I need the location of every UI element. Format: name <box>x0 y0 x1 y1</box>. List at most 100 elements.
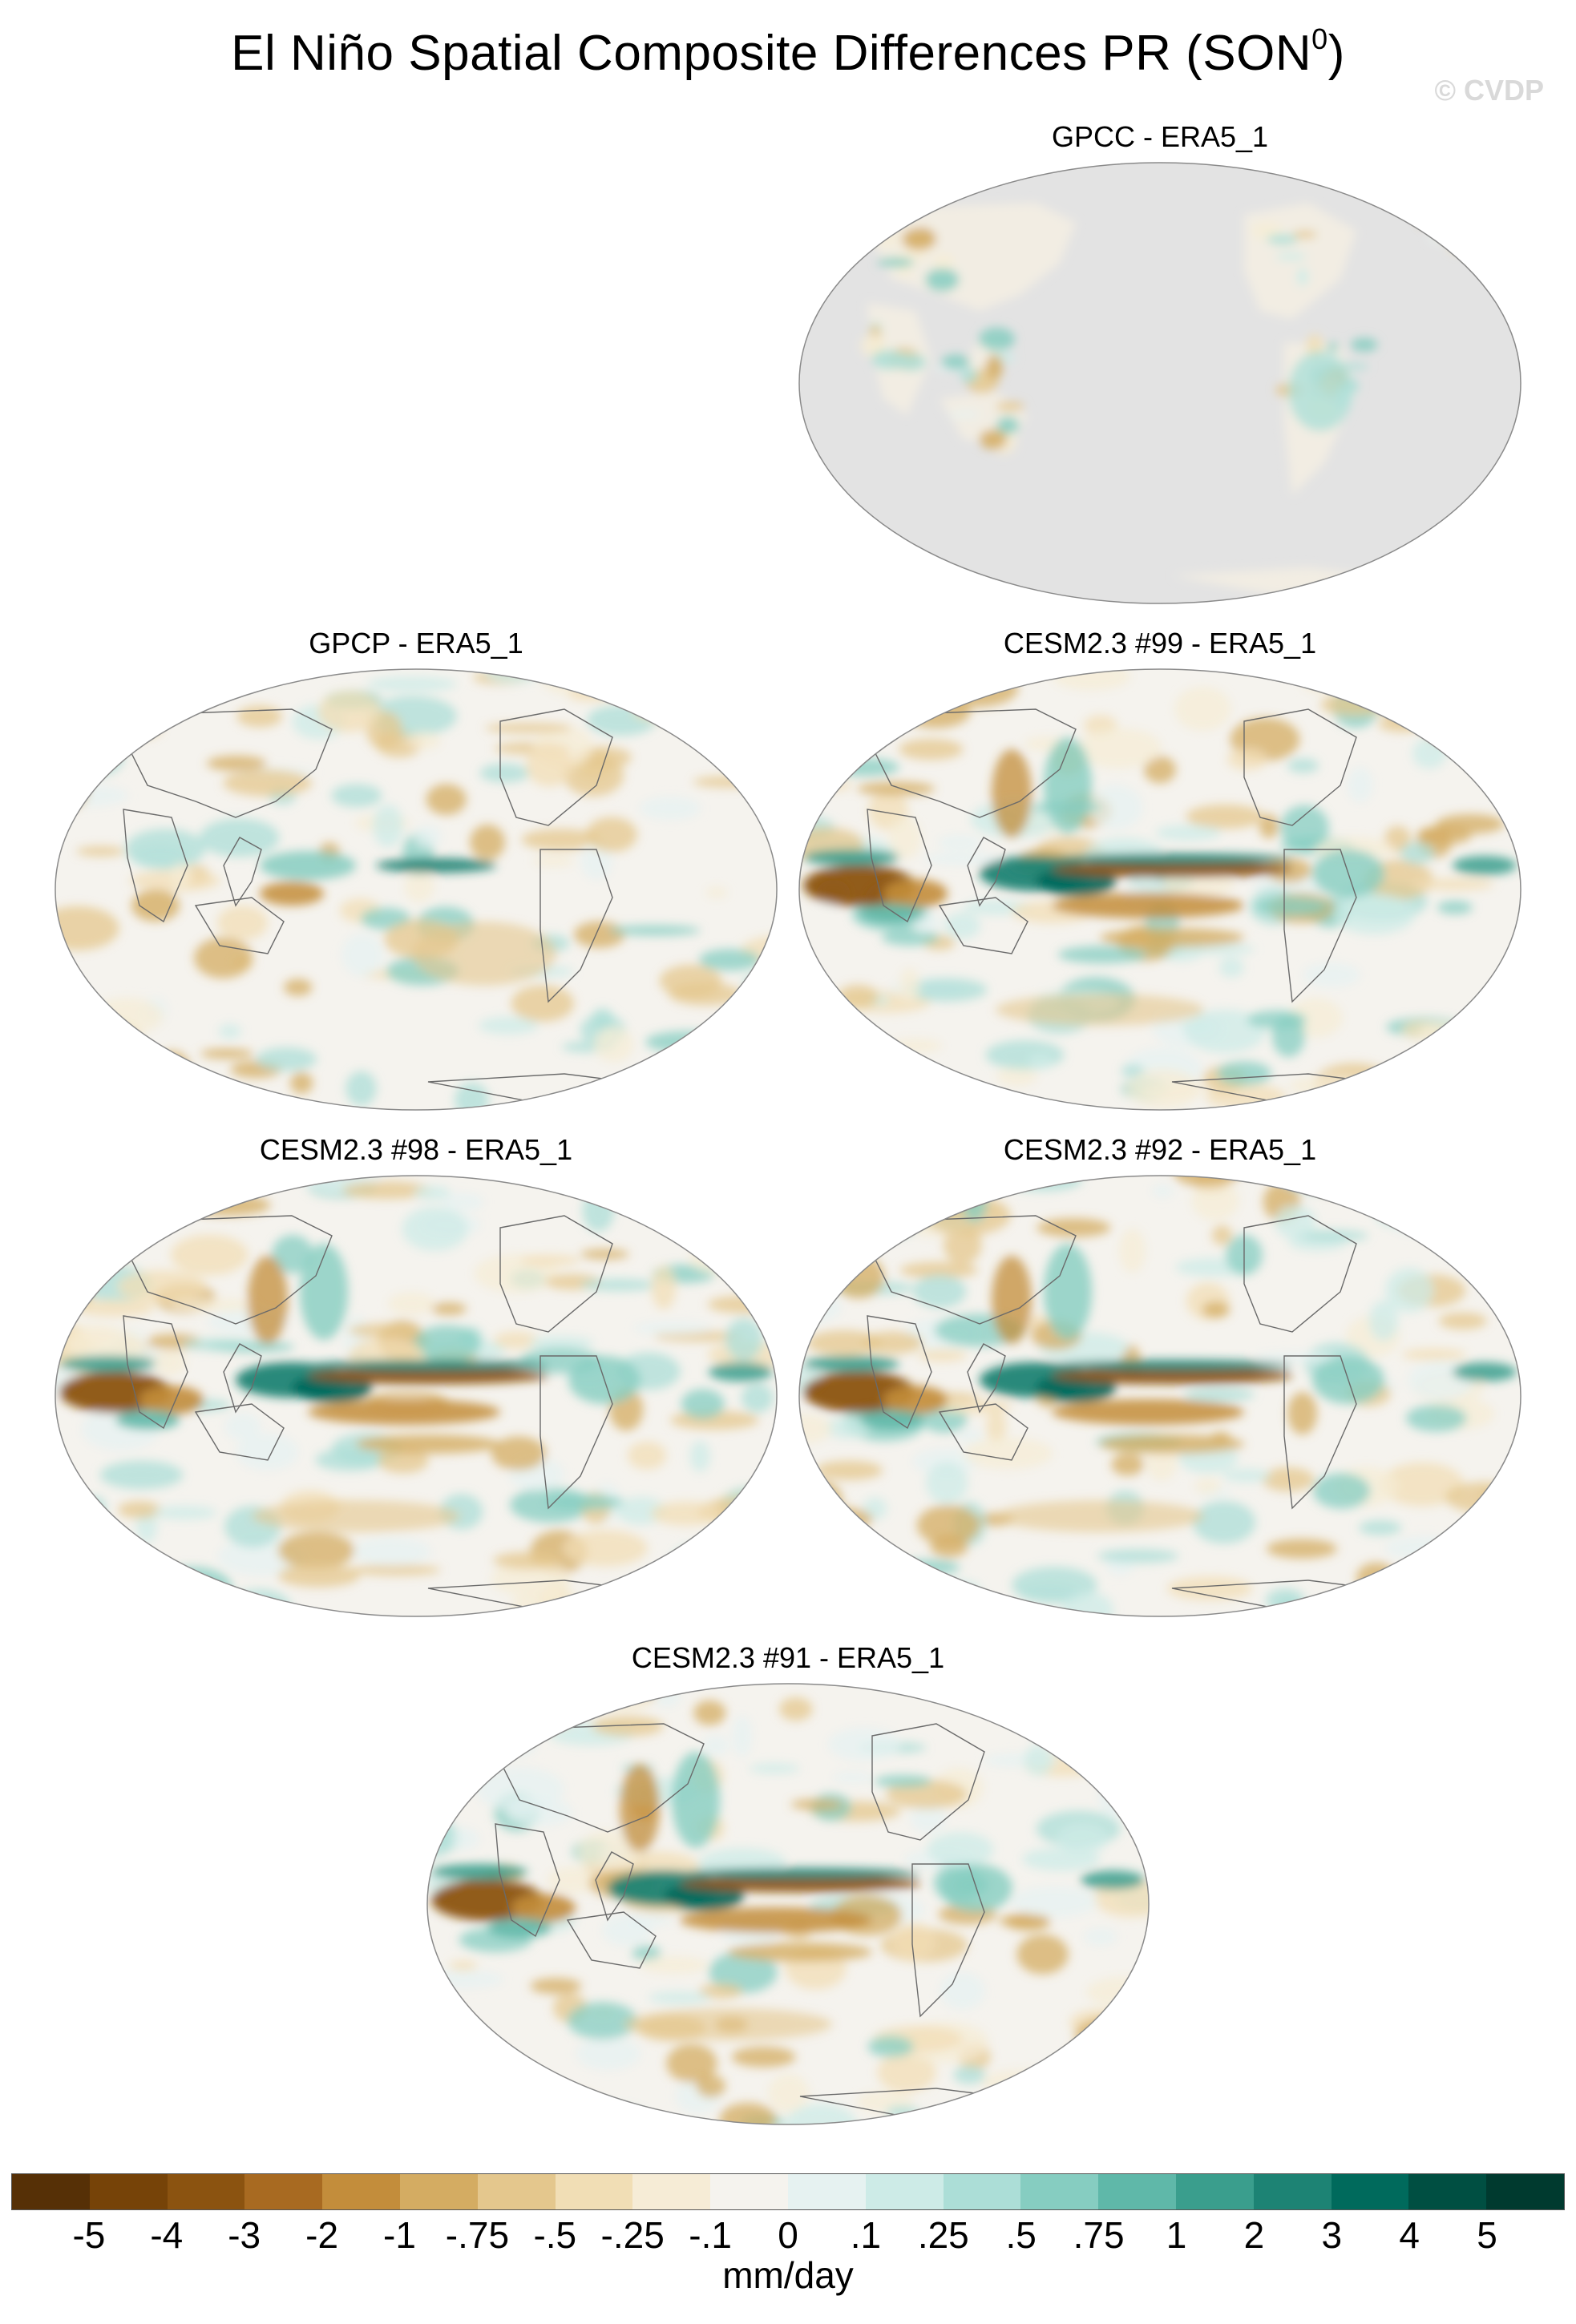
field-patch <box>412 922 556 986</box>
field-patch <box>867 2036 914 2058</box>
field-patch <box>689 1241 762 1275</box>
field-patch <box>1485 1212 1521 1236</box>
field-patch <box>1100 1434 1244 1454</box>
field-patch <box>699 1983 743 1999</box>
field-patch <box>948 669 1029 684</box>
field-patch <box>1388 1592 1465 1616</box>
field-patch <box>992 1693 1045 1717</box>
field-patch <box>672 1752 720 1848</box>
field-patch <box>930 1535 968 1558</box>
field-patch <box>576 2037 641 2070</box>
field-patch <box>934 1592 969 1616</box>
field-patch <box>367 676 457 692</box>
map-border <box>55 1175 778 1617</box>
map-field <box>799 1176 1521 1616</box>
field-patch <box>483 1737 537 1757</box>
coastline <box>938 1403 1028 1461</box>
field-patch <box>636 1201 683 1218</box>
field-patch <box>992 749 1032 837</box>
field-patch <box>698 949 761 971</box>
field-patch <box>1284 1176 1368 1194</box>
field-patch <box>117 1270 208 1304</box>
field-patch <box>632 703 700 722</box>
field-patch <box>1438 1312 1487 1329</box>
robinson-map <box>55 1175 778 1617</box>
colorbar-swatch <box>943 2174 1021 2209</box>
field-patch <box>1271 1015 1305 1057</box>
colorbar-swatch <box>1253 2174 1332 2209</box>
field-patch <box>728 1943 872 1962</box>
colorbar-swatch <box>1331 2174 1409 2209</box>
field-patch <box>200 669 266 673</box>
colorbar-swatch <box>244 2174 323 2209</box>
field-patch <box>1267 234 1299 245</box>
coastline <box>223 837 262 907</box>
coastline <box>495 1723 705 1833</box>
field-patch <box>236 705 282 728</box>
coastline <box>539 849 613 1003</box>
field-patch <box>387 1292 436 1316</box>
field-patch <box>1416 825 1472 845</box>
field-patch <box>188 669 278 688</box>
field-patch <box>978 327 1016 351</box>
colorbar-tick-label: -.25 <box>600 2214 665 2256</box>
field-patch <box>413 1325 482 1362</box>
field-patch <box>790 1798 843 1810</box>
field-patch <box>624 2008 832 2040</box>
field-patch <box>953 2065 986 2084</box>
field-patch <box>1143 756 1176 784</box>
field-patch <box>1218 957 1244 978</box>
field-patch <box>1385 1268 1433 1313</box>
robinson-map <box>798 668 1521 1111</box>
field-patch <box>76 846 125 857</box>
colorbar <box>11 2173 1565 2210</box>
field-patch <box>277 1563 360 1588</box>
field-patch <box>1211 1225 1233 1245</box>
field-patch <box>444 2058 513 2097</box>
map-border <box>798 668 1521 1111</box>
field-patch <box>115 1410 180 1430</box>
field-patch <box>632 1945 661 1961</box>
field-patch <box>1183 1388 1255 1402</box>
field-patch <box>55 747 88 768</box>
coastline <box>595 1851 634 1922</box>
field-patch <box>93 702 160 725</box>
field-patch <box>814 1187 857 1225</box>
field-patch <box>1433 227 1469 240</box>
field-patch <box>1119 1229 1146 1273</box>
field-patch <box>103 1247 133 1265</box>
field-patch <box>680 1868 920 1879</box>
field-patch <box>837 984 879 1009</box>
field-patch <box>1333 894 1416 934</box>
field-patch <box>1069 2042 1115 2068</box>
field-patch <box>828 1728 901 1761</box>
field-patch <box>511 1894 576 1923</box>
field-patch <box>1425 1556 1486 1600</box>
colorbar-swatch <box>1175 2174 1254 2209</box>
coastline <box>1427 1203 1494 1253</box>
field-patch <box>951 1593 987 1605</box>
field-patch <box>1016 1934 1069 1975</box>
coastline <box>1283 849 1357 1003</box>
coastline <box>123 1215 333 1325</box>
field-patch <box>648 1991 712 2004</box>
field-patch <box>1380 1462 1465 1507</box>
field-patch <box>427 1718 456 1763</box>
coastline <box>967 1343 1006 1414</box>
field-patch <box>55 1184 95 1216</box>
colorbar-tick-label: .25 <box>917 2214 969 2256</box>
field-patch <box>737 1091 777 1110</box>
field-patch <box>1374 1197 1428 1229</box>
field-patch <box>899 967 920 1002</box>
field-patch <box>526 744 573 787</box>
field-patch <box>784 2104 858 2124</box>
field-patch <box>1266 1539 1337 1559</box>
field-patch <box>895 353 927 371</box>
field-patch <box>431 1864 527 1880</box>
field-patch <box>580 1249 629 1260</box>
field-patch <box>582 1189 615 1232</box>
field-patch <box>506 1798 572 1826</box>
coastline <box>499 708 613 826</box>
field-patch <box>1052 861 1292 878</box>
field-patch <box>925 268 960 292</box>
